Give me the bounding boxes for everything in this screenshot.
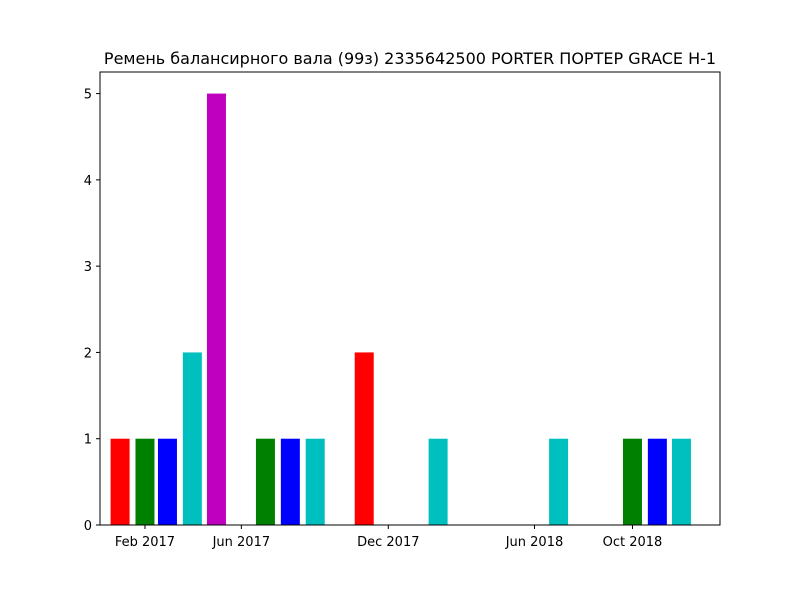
bar-2017-09 [305, 438, 325, 525]
y-tick-label: 4 [84, 174, 92, 189]
plot-frame [99, 71, 721, 526]
y-tick-label: 2 [84, 346, 92, 361]
bar-2017-03 [157, 438, 177, 525]
bar-2018-07 [549, 438, 569, 525]
y-tick-label: 0 [84, 519, 92, 534]
y-axis: 0 1 2 3 4 5 [84, 88, 100, 534]
x-tick-label: Dec 2017 [357, 535, 419, 550]
x-tick-label: Jun 2018 [505, 535, 564, 550]
bar-2018-12 [671, 438, 691, 525]
y-tick-label: 5 [84, 88, 92, 103]
x-tick-label: Oct 2018 [603, 535, 663, 550]
chart-title: Ремень балансирного вала (99з) 233564250… [104, 49, 716, 68]
bar-2018-02 [428, 438, 448, 525]
bar-2018-10 [622, 438, 642, 525]
x-tick-label: Feb 2017 [115, 535, 175, 550]
bar-2017-07 [255, 438, 275, 525]
bar-2017-08 [280, 438, 300, 525]
bar-2017-05 [206, 93, 226, 525]
y-tick-label: 1 [84, 433, 92, 448]
y-tick-label: 3 [84, 260, 92, 275]
x-tick-label: Jun 2017 [212, 535, 271, 550]
bars-group [110, 93, 691, 525]
bar-2017-11 [354, 352, 374, 525]
bar-2017-02 [135, 438, 155, 525]
bar-2017-01 [110, 438, 130, 525]
bar-2017-04 [182, 352, 202, 525]
bar-2018-11 [647, 438, 667, 525]
x-axis: Feb 2017 Jun 2017 Dec 2017 Jun 2018 Oct 2018 [115, 525, 662, 550]
